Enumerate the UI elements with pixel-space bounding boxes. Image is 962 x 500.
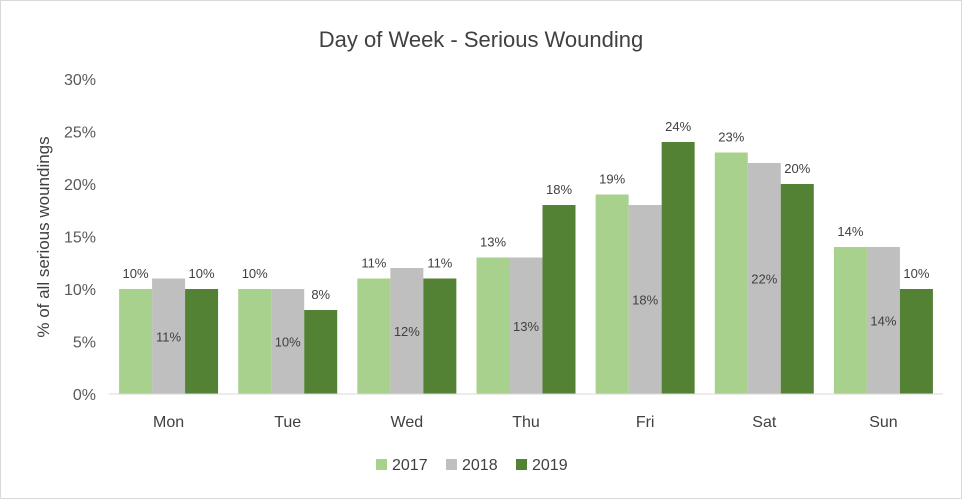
data-label: 18% [546, 182, 572, 197]
bar-sun-2017 [833, 247, 867, 394]
data-label: 10% [275, 335, 301, 350]
data-label: 20% [784, 161, 810, 176]
y-tick-label: 10% [64, 282, 96, 299]
bar-tue-2018 [271, 289, 305, 394]
bar-wed-2018 [390, 268, 424, 394]
data-label: 12% [394, 324, 420, 339]
data-label: 14% [837, 224, 863, 239]
bar-wed-2019 [423, 278, 457, 394]
bar-thu-2018 [509, 257, 543, 394]
bar-sun-2018 [866, 247, 900, 394]
legend-swatch-2019 [516, 459, 527, 470]
data-label: 13% [513, 319, 539, 334]
data-labels-group: 10% 11% 10% 10% 10% 8% 11% 12% 11% 13% 13% 18% 19% 18… [123, 119, 930, 350]
legend: 2017 2018 2019 [376, 457, 568, 474]
bar-tue-2019 [304, 310, 338, 394]
y-tick-label: 15% [64, 230, 96, 247]
y-tick-labels: 0% 5% 10% 15% 20% 25% 30% [64, 72, 96, 404]
bar-sun-2019 [899, 289, 933, 394]
x-tick-labels: Mon Tue Wed Thu Fri Sat Sun [153, 414, 898, 431]
x-tick-label: Mon [153, 414, 184, 431]
bar-thu-2019 [542, 205, 576, 394]
bar-sat-2018 [747, 163, 781, 394]
data-label: 14% [870, 314, 896, 329]
data-label: 23% [718, 130, 744, 145]
y-tick-label: 25% [64, 125, 96, 142]
legend-swatch-2018 [446, 459, 457, 470]
x-tick-label: Tue [274, 414, 301, 431]
data-label: 8% [311, 287, 330, 302]
legend-label-2018: 2018 [462, 457, 498, 474]
y-tick-label: 20% [64, 177, 96, 194]
x-tick-label: Fri [636, 414, 655, 431]
legend-label-2017: 2017 [392, 457, 428, 474]
data-label: 11% [156, 329, 181, 344]
bar-mon-2017 [119, 289, 153, 394]
bar-fri-2018 [628, 205, 662, 394]
data-label: 13% [480, 235, 506, 250]
data-label: 19% [599, 172, 625, 187]
bars-group [119, 142, 933, 394]
x-tick-label: Sun [869, 414, 897, 431]
y-tick-label: 30% [64, 72, 96, 89]
x-tick-label: Sat [752, 414, 777, 431]
data-label: 22% [751, 272, 777, 287]
data-label: 10% [189, 266, 215, 281]
bar-sat-2017 [714, 152, 748, 394]
data-label: 11% [361, 256, 386, 271]
chart-title: Day of Week - Serious Wounding [319, 27, 643, 52]
legend-label-2019: 2019 [532, 457, 568, 474]
bar-thu-2017 [476, 257, 510, 394]
bar-fri-2017 [595, 194, 629, 394]
y-axis-label: % of all serious woundings [34, 136, 53, 337]
data-label: 10% [242, 266, 268, 281]
data-label: 11% [427, 256, 452, 271]
x-tick-label: Wed [391, 414, 424, 431]
data-label: 18% [632, 293, 658, 308]
bar-sat-2019 [780, 184, 814, 394]
bar-wed-2017 [357, 278, 391, 394]
bar-mon-2019 [185, 289, 219, 394]
y-tick-label: 0% [73, 387, 96, 404]
data-label: 24% [665, 119, 691, 134]
data-label: 10% [903, 266, 929, 281]
y-tick-label: 5% [73, 335, 96, 352]
x-tick-label: Thu [512, 414, 540, 431]
bar-tue-2017 [238, 289, 272, 394]
legend-swatch-2017 [376, 459, 387, 470]
data-label: 10% [123, 266, 149, 281]
bar-fri-2019 [661, 142, 695, 394]
bar-mon-2018 [152, 278, 186, 394]
